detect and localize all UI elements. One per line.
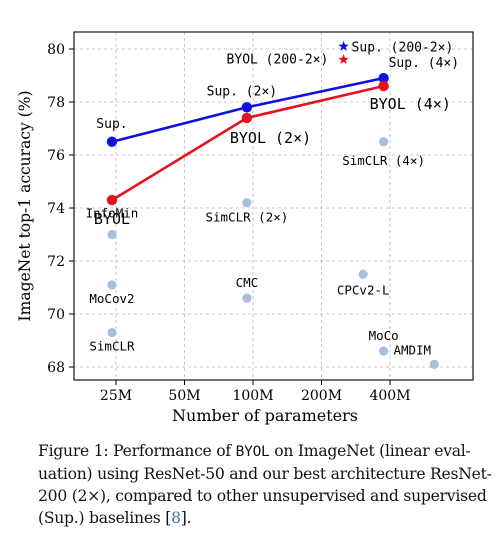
caption-text: Figure 1: Performance of xyxy=(38,442,236,460)
figure-caption: Figure 1: Performance of BYOL on ImageNe… xyxy=(38,440,492,529)
point-label: BYOL xyxy=(94,210,130,228)
grid xyxy=(74,32,473,380)
point-label: Sup. (4×) xyxy=(389,56,459,71)
x-tick-label: 200M xyxy=(301,388,342,404)
plot-frame xyxy=(73,31,474,381)
point-label: MoCov2 xyxy=(89,291,134,306)
point-label: Sup. (200-2×) xyxy=(352,40,454,55)
y-tick-label: 74 xyxy=(47,201,65,217)
series-point xyxy=(241,102,253,113)
y-tick-label: 70 xyxy=(47,307,65,323)
y-tick-label: 72 xyxy=(47,254,65,270)
caption-line-1: Figure 1: Performance of BYOL on ImageNe… xyxy=(38,440,488,463)
point-label: InfoMin xyxy=(86,206,139,221)
y-tick-label: 76 xyxy=(47,148,65,164)
caption-text: (Sup.) baselines [ xyxy=(38,509,172,527)
caption-text: ]. xyxy=(180,509,192,527)
data-point xyxy=(107,229,117,240)
x-tick-label: 50M xyxy=(168,388,200,404)
y-tick-label: 80 xyxy=(47,42,65,58)
point-label: SimCLR (2×) xyxy=(205,210,288,225)
y-axis-label: ImageNet top-1 accuracy (%) xyxy=(16,91,34,322)
point-label: SimCLR (4×) xyxy=(342,153,425,168)
data-point xyxy=(358,269,368,279)
data-point xyxy=(242,198,252,208)
point-label: Sup. xyxy=(96,117,127,132)
point-labels: InfoMin MoCov2 SimCLR SimCLR (2×) CMC CPCv2-L… xyxy=(86,40,459,357)
star-point xyxy=(338,40,349,51)
point-label: BYOL (200-2×) xyxy=(227,53,329,68)
point-label: CMC xyxy=(236,275,259,290)
caption-text: on ImageNet (linear eval- xyxy=(269,442,471,460)
x-axis-label: Number of parameters xyxy=(172,406,358,425)
caption-line-2: uation) using ResNet-50 and our best arc… xyxy=(38,465,492,483)
axes: 25M 50M 100M 200M 400M 68 70 72 74 76 78 80 xyxy=(47,42,410,404)
data-point xyxy=(379,137,389,147)
x-tick-label: 400M xyxy=(369,388,410,404)
series-point xyxy=(106,194,118,206)
point-label: MoCo xyxy=(369,328,399,343)
data-point xyxy=(107,280,117,290)
caption-line-3: 200 (2×), compared to other unsupervised… xyxy=(38,487,487,505)
series-point xyxy=(241,112,253,124)
series-point xyxy=(378,80,389,92)
y-tick-label: 68 xyxy=(47,360,65,376)
series-point xyxy=(106,136,118,147)
data-point xyxy=(429,359,439,369)
point-label: SimCLR xyxy=(89,339,135,354)
data-point xyxy=(107,327,117,338)
caption-method-name: BYOL xyxy=(235,444,270,460)
scatter-chart: 25M 50M 100M 200M 400M 68 70 72 74 76 78 80 InfoMin… xyxy=(16,31,474,425)
data-point xyxy=(242,293,252,303)
data-point xyxy=(379,346,389,356)
x-tick-label: 100M xyxy=(232,388,273,404)
y-tick-label: 78 xyxy=(47,95,65,111)
point-label: Sup. (2×) xyxy=(207,84,277,99)
citation-link[interactable]: 8 xyxy=(171,509,181,527)
point-label: AMDIM xyxy=(393,342,431,357)
point-label: BYOL (4×) xyxy=(370,95,451,113)
point-label: CPCv2-L xyxy=(337,282,390,297)
data-points xyxy=(106,40,439,369)
star-point xyxy=(338,54,349,64)
x-tick-label: 25M xyxy=(100,388,132,404)
point-label: BYOL (2×) xyxy=(230,129,311,147)
series-point xyxy=(378,72,389,84)
caption-line-4: (Sup.) baselines [8]. xyxy=(38,507,488,529)
